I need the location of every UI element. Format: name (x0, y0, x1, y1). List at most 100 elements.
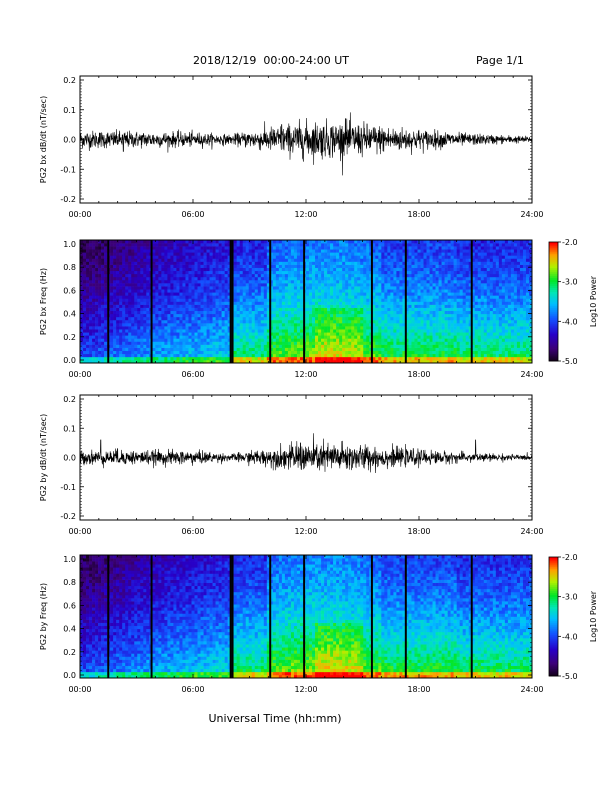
heat-cell (236, 332, 240, 336)
heat-cell (122, 255, 126, 259)
heat-cell (125, 276, 129, 281)
heat-cell (92, 344, 96, 348)
heat-cell (336, 329, 340, 333)
heat-cell (390, 298, 394, 302)
heat-cell (131, 246, 135, 250)
heat-cell (221, 276, 225, 281)
heat-cell (333, 255, 337, 259)
heat-cell (366, 255, 370, 259)
heat-cell (312, 304, 316, 308)
heat-cell (390, 267, 394, 272)
heat-cell (143, 261, 147, 265)
heat-cell (83, 252, 87, 256)
heat-cell (408, 316, 412, 321)
heat-cell (173, 310, 177, 315)
heat-cell (306, 329, 310, 333)
heat-cell (143, 344, 147, 348)
heat-cell (191, 258, 195, 262)
heat-cell (330, 332, 334, 336)
heat-cell (167, 304, 171, 308)
heat-cell (86, 249, 90, 253)
heat-cell (110, 258, 114, 262)
heat-cell (209, 304, 213, 308)
heat-cell (188, 249, 192, 253)
heat-cell (95, 261, 99, 265)
heat-cell (296, 279, 301, 284)
heat-cell (83, 338, 87, 342)
heat-cell (83, 255, 87, 259)
heat-cell (333, 267, 337, 272)
heat-cell (429, 283, 433, 287)
heat-cell (173, 329, 177, 333)
heat-cell (263, 295, 268, 299)
heat-cell (438, 301, 442, 305)
heat-cell (233, 252, 237, 256)
heat-cell (152, 252, 156, 256)
heat-cell (315, 319, 319, 324)
heat-cell (191, 323, 195, 327)
heat-cell (384, 292, 388, 296)
heat-cell (212, 295, 216, 299)
heat-cell (143, 258, 147, 262)
heat-cell (384, 258, 388, 262)
heat-cell (242, 350, 247, 355)
heat-cell (269, 292, 274, 296)
heat-cell (284, 307, 289, 312)
heat-cell (266, 270, 271, 275)
heat-cell (239, 313, 244, 318)
heat-cell (342, 286, 346, 290)
heat-cell (104, 319, 108, 324)
heat-cell (278, 353, 283, 358)
heat-cell (257, 270, 262, 275)
heat-cell (266, 264, 271, 268)
heat-cell (137, 240, 141, 244)
heat-cell (194, 264, 198, 268)
heat-cell (242, 292, 247, 296)
heat-cell (215, 350, 219, 355)
heat-cell (173, 350, 177, 355)
heat-cell (113, 307, 117, 312)
heat-cell (116, 276, 120, 281)
heat-cell (393, 332, 397, 336)
heat-cell (101, 319, 105, 324)
heat-cell (441, 267, 445, 272)
heat-cell (98, 283, 102, 287)
heat-cell (357, 310, 361, 315)
heat-cell (293, 335, 298, 339)
heat-cell (278, 329, 283, 333)
heat-cell (333, 243, 337, 247)
heat-cell (405, 261, 409, 265)
heat-cell (315, 283, 319, 287)
heat-cell (321, 267, 325, 272)
heat-cell (411, 289, 415, 293)
heat-cell (432, 344, 436, 348)
heat-cell (86, 353, 90, 358)
heat-cell (393, 283, 397, 287)
heat-cell (342, 323, 346, 327)
heat-cell (315, 310, 319, 315)
heat-cell (119, 338, 123, 342)
heat-cell (83, 279, 87, 284)
heat-cell (266, 246, 271, 250)
heat-cell (309, 332, 313, 336)
heat-cell (146, 258, 150, 262)
heat-cell (170, 347, 174, 352)
heat-cell (372, 279, 376, 284)
heat-cell (402, 323, 406, 327)
heat-cell (143, 283, 147, 287)
heat-cell (215, 316, 219, 321)
heat-cell (143, 246, 147, 250)
heat-cell (224, 276, 228, 281)
heat-cell (423, 255, 427, 259)
heat-cell (423, 258, 427, 262)
heat-cell (348, 240, 352, 244)
heat-cell (125, 313, 129, 318)
heat-cell (257, 283, 262, 287)
heat-cell (363, 344, 367, 348)
heat-cell (435, 286, 439, 290)
heat-cell (146, 255, 150, 259)
heat-cell (315, 335, 319, 339)
heat-cell (375, 301, 379, 305)
heat-cell (390, 323, 394, 327)
heat-cell (152, 240, 156, 244)
